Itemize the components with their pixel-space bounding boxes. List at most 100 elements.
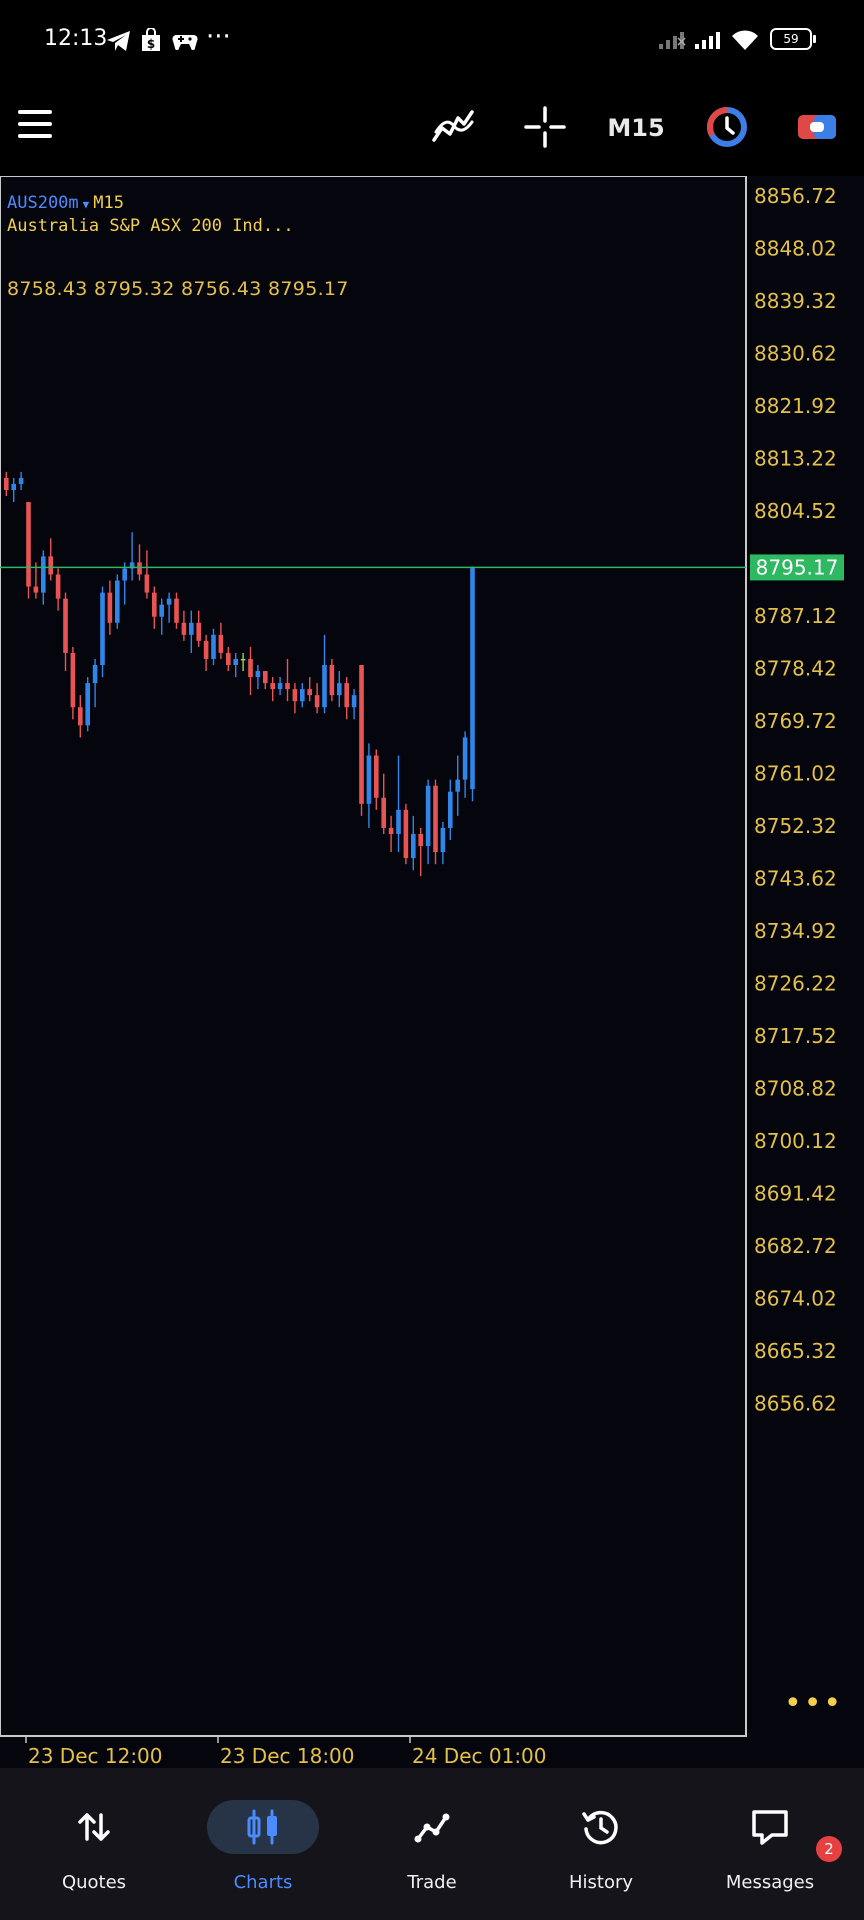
nav-quotes[interactable]: Quotes bbox=[8, 1768, 180, 1920]
status-bar: 12:13 $ ··· 59 bbox=[0, 0, 864, 80]
price-tick-label: 8682.72 bbox=[754, 1234, 837, 1258]
candle bbox=[381, 773, 386, 834]
candle bbox=[418, 827, 423, 877]
price-tick-label: 8743.62 bbox=[754, 867, 837, 891]
candle bbox=[425, 779, 431, 865]
chart-more-button[interactable]: ••• bbox=[784, 1686, 844, 1721]
price-tick-label: 8856.72 bbox=[754, 184, 837, 208]
symbol-description: Australia S&P ASX 200 Ind... bbox=[7, 216, 294, 236]
candle bbox=[448, 779, 453, 840]
timeframe-button[interactable]: M15 bbox=[607, 114, 665, 142]
messages-bubble-icon bbox=[752, 1810, 788, 1845]
candle bbox=[263, 671, 268, 690]
candle bbox=[462, 731, 468, 798]
candle bbox=[18, 471, 24, 490]
candle bbox=[152, 586, 157, 629]
ohlc-values: 8758.43 8795.32 8756.43 8795.17 bbox=[7, 278, 349, 300]
symbol-name[interactable]: AUS200m bbox=[7, 193, 79, 213]
nav-charts[interactable]: Charts bbox=[177, 1768, 349, 1920]
price-chart[interactable]: 8856.72 8848.02 8839.32 8830.62 8821.92 8813.… bbox=[0, 176, 864, 1768]
svg-text:$: $ bbox=[147, 37, 155, 51]
candle bbox=[307, 677, 312, 702]
candle bbox=[226, 646, 231, 672]
status-time: 12:13 bbox=[44, 26, 108, 51]
one-click-trading-icon[interactable] bbox=[702, 102, 752, 152]
candle bbox=[11, 477, 16, 503]
candle bbox=[270, 677, 275, 702]
price-tick-label: 8656.62 bbox=[754, 1392, 837, 1416]
quotes-arrows-icon bbox=[78, 1813, 110, 1841]
candle bbox=[26, 502, 31, 599]
candle bbox=[411, 815, 416, 871]
candle bbox=[100, 586, 105, 678]
candles bbox=[4, 471, 475, 877]
candle bbox=[277, 677, 283, 696]
bottom-navigation: Quotes Charts Trade bbox=[0, 1768, 864, 1920]
price-tick-label: 8726.22 bbox=[754, 972, 837, 996]
current-price-label: 8795.17 bbox=[756, 555, 839, 579]
trade-panel-icon[interactable] bbox=[792, 102, 842, 152]
nav-messages-label: Messages bbox=[725, 1872, 815, 1893]
candle bbox=[366, 743, 372, 828]
candle bbox=[314, 683, 320, 714]
candle bbox=[48, 538, 53, 581]
price-tick-label: 8787.12 bbox=[754, 604, 837, 628]
chart-frame bbox=[0, 176, 747, 1737]
crosshair-icon[interactable] bbox=[520, 102, 570, 152]
candle bbox=[85, 677, 90, 732]
nav-quotes-label: Quotes bbox=[61, 1872, 127, 1893]
candle bbox=[70, 646, 76, 720]
trade-line-icon bbox=[414, 1813, 450, 1843]
candle bbox=[359, 665, 364, 816]
price-tick-label: 8839.32 bbox=[754, 289, 837, 313]
history-clock-icon bbox=[582, 1810, 618, 1845]
candle bbox=[166, 592, 172, 623]
indicators-icon[interactable] bbox=[428, 102, 478, 152]
price-tick-label: 8821.92 bbox=[754, 394, 837, 418]
candle bbox=[300, 683, 305, 708]
price-tick-label: 8769.72 bbox=[754, 709, 837, 733]
time-tick-label: 23 Dec 12:00 bbox=[28, 1744, 163, 1768]
price-tick-label: 8778.42 bbox=[754, 657, 837, 681]
candle bbox=[470, 566, 475, 802]
signal-weak-icon bbox=[659, 32, 686, 49]
candle bbox=[248, 646, 253, 696]
price-tick-label: 8708.82 bbox=[754, 1077, 837, 1101]
candle bbox=[137, 544, 142, 581]
candle bbox=[4, 471, 9, 497]
current-price-tag: 8795.17 bbox=[750, 554, 844, 581]
candle bbox=[92, 658, 98, 708]
candle bbox=[292, 683, 298, 714]
candle bbox=[203, 634, 209, 672]
notification-more-icon: ··· bbox=[206, 22, 231, 52]
candle bbox=[329, 658, 335, 702]
candle bbox=[344, 677, 349, 720]
nav-history[interactable]: History bbox=[515, 1768, 687, 1920]
chart-area[interactable]: 8856.72 8848.02 8839.32 8830.62 8821.92 8813.… bbox=[0, 176, 864, 1768]
candle bbox=[255, 665, 261, 690]
nav-messages[interactable]: 2 Messages bbox=[684, 1768, 856, 1920]
price-tick-label: 8691.42 bbox=[754, 1182, 837, 1206]
candle bbox=[433, 779, 438, 865]
candle bbox=[337, 671, 342, 708]
nav-charts-label: Charts bbox=[233, 1872, 293, 1893]
candle bbox=[455, 755, 460, 816]
nav-trade[interactable]: Trade bbox=[346, 1768, 518, 1920]
candle bbox=[159, 598, 164, 635]
time-tick-label: 24 Dec 01:00 bbox=[412, 1744, 547, 1768]
chart-toolbar: M15 bbox=[0, 80, 864, 176]
candle bbox=[78, 695, 83, 738]
menu-button[interactable] bbox=[18, 110, 52, 146]
game-controller-icon bbox=[172, 35, 198, 50]
time-axis: 23 Dec 12:00 23 Dec 18:00 24 Dec 01:00 bbox=[25, 1736, 547, 1768]
symbol-info[interactable]: AUS200m ▼ M15 Australia S&P ASX 200 Ind... bbox=[7, 193, 294, 237]
signal-strong-icon bbox=[695, 32, 720, 49]
candle bbox=[189, 610, 194, 653]
candle bbox=[403, 803, 409, 865]
charts-candles-icon bbox=[247, 1809, 277, 1845]
symbol-dropdown-icon[interactable]: ▼ bbox=[82, 198, 90, 211]
candle bbox=[144, 550, 150, 599]
candle bbox=[33, 562, 39, 599]
candle bbox=[63, 592, 68, 672]
telegram-icon bbox=[107, 31, 130, 51]
